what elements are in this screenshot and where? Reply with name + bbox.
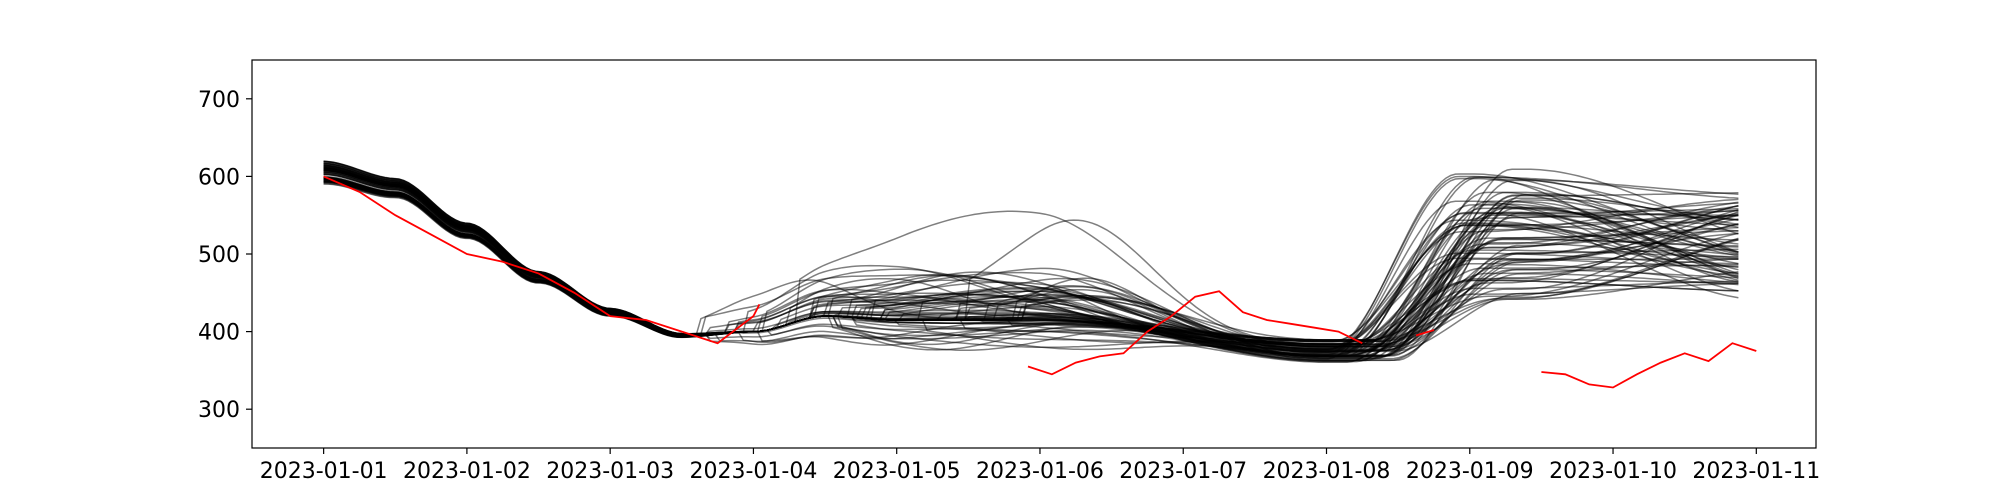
y-tick-label: 600 bbox=[198, 165, 240, 190]
x-tick-label: 2023-01-05 bbox=[833, 459, 961, 484]
ensemble-member-line bbox=[323, 169, 1739, 358]
observed-series-line bbox=[1027, 290, 1363, 376]
x-tick-label: 2023-01-04 bbox=[690, 459, 818, 484]
observed-series-line bbox=[1541, 342, 1757, 389]
ensemble-member-line bbox=[323, 160, 1739, 342]
x-axis: 2023-01-01 2023-01-02 2023-01-03 2023-01-04… bbox=[260, 448, 1820, 484]
y-axis: 300 400 500 600 700 bbox=[198, 88, 252, 423]
x-tick-label: 2023-01-07 bbox=[1119, 459, 1247, 484]
ensemble-member-line bbox=[323, 177, 1739, 362]
x-tick-label: 2023-01-02 bbox=[403, 459, 531, 484]
x-tick-label: 2023-01-09 bbox=[1406, 459, 1534, 484]
ensemble-member-line bbox=[323, 167, 1739, 359]
x-tick-label: 2023-01-01 bbox=[260, 459, 388, 484]
x-tick-label: 2023-01-03 bbox=[546, 459, 674, 484]
ensemble-member-line bbox=[323, 162, 1739, 341]
y-tick-label: 400 bbox=[198, 321, 240, 346]
ensemble-member-line bbox=[323, 180, 1739, 358]
axes-frame bbox=[251, 59, 1817, 449]
observed-series-line bbox=[323, 175, 761, 345]
plot-area bbox=[323, 160, 1757, 389]
x-tick-label: 2023-01-06 bbox=[976, 459, 1104, 484]
observed-series-line bbox=[1415, 329, 1435, 337]
ensemble-member-line bbox=[323, 166, 1739, 346]
y-tick-label: 300 bbox=[198, 398, 240, 423]
y-tick-label: 500 bbox=[198, 243, 240, 268]
x-tick-label: 2023-01-11 bbox=[1692, 459, 1820, 484]
x-tick-label: 2023-01-08 bbox=[1263, 459, 1391, 484]
y-tick-label: 700 bbox=[198, 88, 240, 113]
x-tick-label: 2023-01-10 bbox=[1549, 459, 1677, 484]
